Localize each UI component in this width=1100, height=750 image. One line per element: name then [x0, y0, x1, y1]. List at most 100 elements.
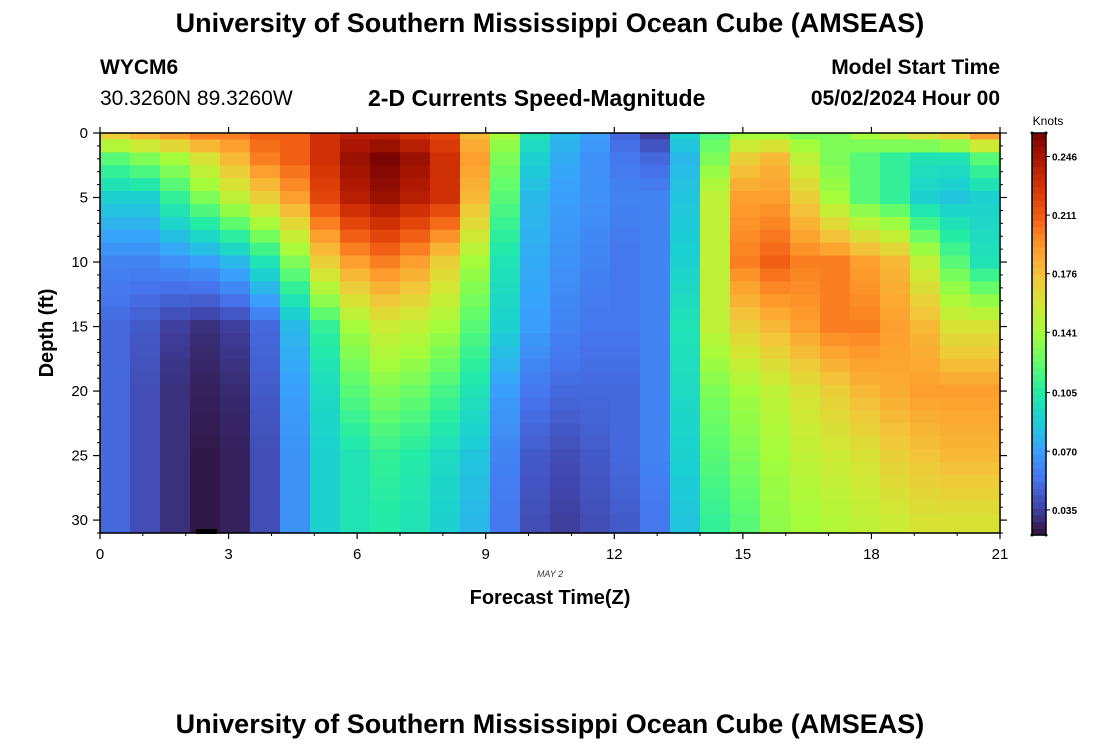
heatmap-cell	[910, 487, 941, 502]
heatmap-cell	[430, 165, 461, 179]
heatmap-cell	[280, 307, 311, 321]
heatmap-cell	[730, 139, 761, 153]
heatmap-cell	[640, 320, 671, 334]
heatmap-cell	[610, 487, 641, 502]
heatmap-cell	[910, 423, 941, 437]
colorbar-segment	[1032, 434, 1046, 442]
heatmap-cell	[880, 371, 911, 386]
heatmap-cell	[400, 307, 431, 321]
heatmap-cell	[100, 294, 131, 308]
heatmap-cell	[910, 307, 941, 321]
heatmap-cell	[910, 397, 941, 412]
heatmap-cell	[370, 203, 401, 218]
heatmap-cell	[220, 229, 251, 244]
heatmap-cell	[580, 358, 611, 373]
heatmap-cell	[160, 178, 191, 192]
heatmap-cell	[730, 500, 761, 515]
heatmap-cell	[640, 191, 671, 205]
heatmap-cell	[220, 410, 251, 424]
colorbar-tick-label: 0.246	[1052, 152, 1077, 163]
heatmap-cell	[520, 410, 551, 424]
heatmap-cell	[190, 165, 221, 179]
heatmap-cell	[400, 384, 431, 399]
y-axis-label: Depth (ft)	[36, 289, 58, 378]
heatmap-cell	[880, 133, 911, 141]
colorbar-segment	[1032, 179, 1046, 188]
heatmap-cell	[550, 191, 581, 205]
heatmap-cell	[640, 436, 671, 450]
heatmap-cell	[880, 203, 911, 218]
heatmap-cell	[490, 255, 521, 270]
heatmap-cell	[910, 242, 941, 257]
heatmap-cell	[970, 487, 1001, 502]
colorbar-tick-label: 0.176	[1052, 270, 1077, 281]
heatmap-cell	[610, 384, 641, 399]
heatmap-cell	[610, 462, 641, 476]
heatmap-cell	[640, 474, 671, 489]
heatmap-cell	[790, 487, 821, 502]
heatmap-cell	[970, 462, 1001, 476]
heatmap-cell	[490, 397, 521, 412]
heatmap-cell	[580, 216, 611, 231]
heatmap-cell	[490, 410, 521, 424]
heatmap-cell	[730, 345, 761, 360]
y-tick-label: 30	[71, 512, 88, 529]
heatmap-cell	[760, 203, 791, 218]
heatmap-cell	[280, 397, 311, 412]
heatmap-cell	[430, 255, 461, 270]
heatmap-cell	[460, 462, 491, 476]
heatmap-cell	[340, 152, 371, 166]
x-tick-label: 12	[606, 546, 623, 563]
heatmap-cell	[820, 358, 851, 373]
heatmap-cell	[280, 474, 311, 489]
heatmap-cell	[520, 165, 551, 179]
colorbar-tick-label: 0.105	[1052, 389, 1077, 400]
heatmap-cell	[220, 268, 251, 282]
heatmap-cell	[400, 133, 431, 141]
heatmap-cell	[610, 449, 641, 463]
heatmap-cell	[460, 345, 491, 360]
heatmap-cell	[160, 320, 191, 334]
colorbar-tick-label: 0.141	[1052, 328, 1077, 339]
heatmap-cell	[310, 449, 341, 463]
heatmap-cell	[550, 242, 581, 257]
heatmap-cell	[820, 320, 851, 334]
heatmap-cell	[400, 191, 431, 205]
heatmap-cell	[550, 294, 581, 308]
heatmap-cell	[190, 152, 221, 166]
heatmap-cell	[640, 358, 671, 373]
heatmap-cell	[640, 139, 671, 153]
heatmap-cell	[460, 436, 491, 450]
heatmap-cell	[730, 320, 761, 334]
heatmap-cell	[160, 133, 191, 141]
heatmap-cell	[190, 513, 221, 534]
heatmap-cell	[820, 474, 851, 489]
heatmap-cell	[730, 423, 761, 437]
heatmap-cell	[340, 178, 371, 192]
heatmap-cell	[130, 152, 161, 166]
heatmap-cell	[250, 358, 281, 373]
heatmap-cell	[520, 462, 551, 476]
colorbar-segment	[1032, 320, 1046, 328]
heatmap-cell	[970, 307, 1001, 321]
heatmap-cell	[610, 203, 641, 218]
heatmap-cell	[880, 397, 911, 412]
heatmap-cell	[910, 178, 941, 192]
heatmap-cell	[430, 203, 461, 218]
heatmap-cell	[700, 345, 731, 360]
heatmap-cell	[580, 203, 611, 218]
heatmap-cell	[460, 423, 491, 437]
colorbar-segment	[1032, 220, 1046, 228]
heatmap-cell	[460, 474, 491, 489]
heatmap-cell	[100, 436, 131, 450]
heatmap-cell	[760, 165, 791, 179]
heatmap-cell	[520, 487, 551, 502]
heatmap-cell	[790, 133, 821, 141]
heatmap-cell	[820, 139, 851, 153]
heatmap-cell	[700, 281, 731, 295]
heatmap-cell	[760, 152, 791, 166]
heatmap-cell	[550, 462, 581, 476]
heatmap-cell	[370, 384, 401, 399]
heatmap-cell	[280, 229, 311, 244]
heatmap-cell	[430, 513, 461, 534]
